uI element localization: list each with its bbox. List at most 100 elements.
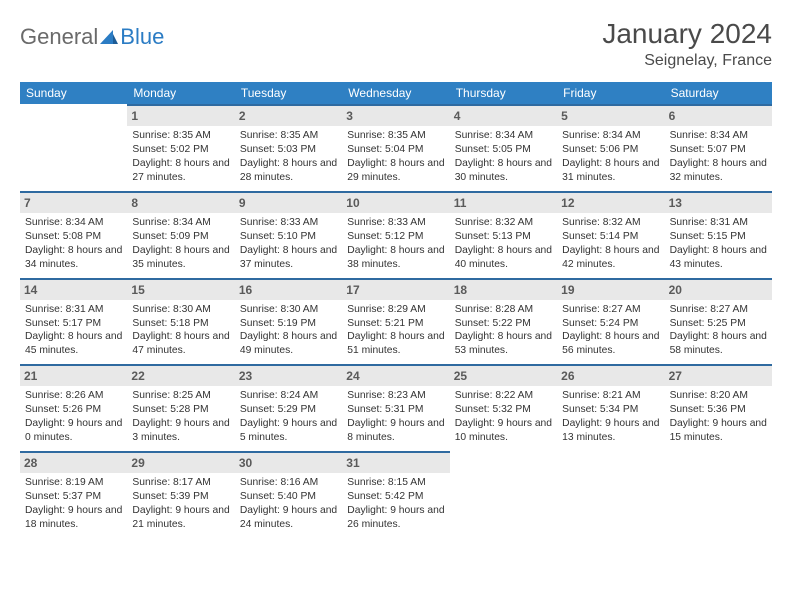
day-header: Saturday (665, 82, 772, 104)
day-info: Sunrise: 8:34 AMSunset: 5:09 PMDaylight:… (132, 216, 229, 272)
day-number: 30 (235, 452, 342, 473)
day-header: Thursday (450, 82, 557, 104)
day-info: Sunrise: 8:16 AMSunset: 5:40 PMDaylight:… (240, 476, 337, 532)
day-number: 21 (20, 365, 127, 386)
day-info: Sunrise: 8:15 AMSunset: 5:42 PMDaylight:… (347, 476, 444, 532)
location-text: Seignelay, France (602, 52, 772, 70)
calendar-cell: 2 Sunrise: 8:35 AMSunset: 5:03 PMDaylight… (235, 104, 342, 191)
day-number: 4 (450, 105, 557, 126)
day-info: Sunrise: 8:34 AMSunset: 5:06 PMDaylight:… (562, 129, 659, 185)
day-number: 15 (127, 279, 234, 300)
day-info: Sunrise: 8:34 AMSunset: 5:05 PMDaylight:… (455, 129, 552, 185)
day-info: Sunrise: 8:26 AMSunset: 5:26 PMDaylight:… (25, 389, 122, 445)
day-number: 8 (127, 192, 234, 213)
day-info: Sunrise: 8:33 AMSunset: 5:12 PMDaylight:… (347, 216, 444, 272)
day-number: 12 (557, 192, 664, 213)
day-info: Sunrise: 8:35 AMSunset: 5:03 PMDaylight:… (240, 129, 337, 185)
day-info: Sunrise: 8:25 AMSunset: 5:28 PMDaylight:… (132, 389, 229, 445)
day-header: Friday (557, 82, 664, 104)
calendar-cell: 26 Sunrise: 8:21 AMSunset: 5:34 PMDayligh… (557, 364, 664, 451)
calendar-cell: 30 Sunrise: 8:16 AMSunset: 5:40 PMDayligh… (235, 451, 342, 538)
day-info: Sunrise: 8:21 AMSunset: 5:34 PMDaylight:… (562, 389, 659, 445)
day-number: 18 (450, 279, 557, 300)
day-info: Sunrise: 8:27 AMSunset: 5:25 PMDaylight:… (670, 303, 767, 359)
calendar-cell: 8 Sunrise: 8:34 AMSunset: 5:09 PMDaylight… (127, 191, 234, 278)
day-number: 19 (557, 279, 664, 300)
day-number: 7 (20, 192, 127, 213)
day-number: 13 (665, 192, 772, 213)
calendar-cell: 11Sunrise: 8:32 AMSunset: 5:13 PMDayligh… (450, 191, 557, 278)
calendar-cell: 22 Sunrise: 8:25 AMSunset: 5:28 PMDayligh… (127, 364, 234, 451)
calendar-cell: 13 Sunrise: 8:31 AMSunset: 5:15 PMDayligh… (665, 191, 772, 278)
calendar-cell: 9 Sunrise: 8:33 AMSunset: 5:10 PMDaylight… (235, 191, 342, 278)
day-number: 6 (665, 105, 772, 126)
day-info: Sunrise: 8:23 AMSunset: 5:31 PMDaylight:… (347, 389, 444, 445)
calendar-cell: 10 Sunrise: 8:33 AMSunset: 5:12 PMDayligh… (342, 191, 449, 278)
day-header: Tuesday (235, 82, 342, 104)
day-number: 3 (342, 105, 449, 126)
calendar-cell: 16 Sunrise: 8:30 AMSunset: 5:19 PMDayligh… (235, 278, 342, 365)
day-number: 1 (127, 105, 234, 126)
title-block: January 2024 Seignelay, France (602, 18, 772, 70)
day-header: Sunday (20, 82, 127, 104)
calendar-cell: 17Sunrise: 8:29 AMSunset: 5:21 PMDayligh… (342, 278, 449, 365)
day-info: Sunrise: 8:22 AMSunset: 5:32 PMDaylight:… (455, 389, 552, 445)
day-info: Sunrise: 8:30 AMSunset: 5:18 PMDaylight:… (132, 303, 229, 359)
calendar-cell: 18 Sunrise: 8:28 AMSunset: 5:22 PMDayligh… (450, 278, 557, 365)
day-info: Sunrise: 8:31 AMSunset: 5:17 PMDaylight:… (25, 303, 122, 359)
day-info: Sunrise: 8:35 AMSunset: 5:02 PMDaylight:… (132, 129, 229, 185)
day-header: Monday (127, 82, 234, 104)
day-info: Sunrise: 8:33 AMSunset: 5:10 PMDaylight:… (240, 216, 337, 272)
day-number: 20 (665, 279, 772, 300)
day-info: Sunrise: 8:27 AMSunset: 5:24 PMDaylight:… (562, 303, 659, 359)
day-number: 27 (665, 365, 772, 386)
calendar-cell (665, 451, 772, 538)
day-number: 16 (235, 279, 342, 300)
calendar-cell: 24 Sunrise: 8:23 AMSunset: 5:31 PMDayligh… (342, 364, 449, 451)
brand-triangle-icon (100, 30, 118, 44)
header: General Blue January 2024 Seignelay, Fra… (20, 18, 772, 70)
day-info: Sunrise: 8:35 AMSunset: 5:04 PMDaylight:… (347, 129, 444, 185)
day-number: 9 (235, 192, 342, 213)
day-info: Sunrise: 8:24 AMSunset: 5:29 PMDaylight:… (240, 389, 337, 445)
day-number: 26 (557, 365, 664, 386)
day-info: Sunrise: 8:34 AMSunset: 5:08 PMDaylight:… (25, 216, 122, 272)
day-number: 11 (450, 192, 557, 213)
calendar-cell: 27Sunrise: 8:20 AMSunset: 5:36 PMDayligh… (665, 364, 772, 451)
day-info: Sunrise: 8:28 AMSunset: 5:22 PMDaylight:… (455, 303, 552, 359)
day-number: 29 (127, 452, 234, 473)
calendar-cell (557, 451, 664, 538)
day-number: 23 (235, 365, 342, 386)
calendar-cell: 19 Sunrise: 8:27 AMSunset: 5:24 PMDayligh… (557, 278, 664, 365)
day-info: Sunrise: 8:17 AMSunset: 5:39 PMDaylight:… (132, 476, 229, 532)
day-number: 14 (20, 279, 127, 300)
day-number: 28 (20, 452, 127, 473)
brand-part1: General (20, 24, 98, 50)
day-number: 5 (557, 105, 664, 126)
calendar-cell: 15 Sunrise: 8:30 AMSunset: 5:18 PMDayligh… (127, 278, 234, 365)
day-info: Sunrise: 8:31 AMSunset: 5:15 PMDaylight:… (670, 216, 767, 272)
day-info: Sunrise: 8:19 AMSunset: 5:37 PMDaylight:… (25, 476, 122, 532)
day-number: 25 (450, 365, 557, 386)
calendar-cell: 29 Sunrise: 8:17 AMSunset: 5:39 PMDayligh… (127, 451, 234, 538)
calendar-cell: 6 Sunrise: 8:34 AMSunset: 5:07 PMDaylight… (665, 104, 772, 191)
brand-part2: Blue (120, 24, 164, 50)
calendar-cell: 7 Sunrise: 8:34 AMSunset: 5:08 PMDaylight… (20, 191, 127, 278)
calendar-cell: 23 Sunrise: 8:24 AMSunset: 5:29 PMDayligh… (235, 364, 342, 451)
day-number: 22 (127, 365, 234, 386)
day-header: Wednesday (342, 82, 449, 104)
calendar-cell: 4 Sunrise: 8:34 AMSunset: 5:05 PMDaylight… (450, 104, 557, 191)
calendar-cell: 21 Sunrise: 8:26 AMSunset: 5:26 PMDayligh… (20, 364, 127, 451)
month-title: January 2024 (602, 18, 772, 50)
calendar-cell: 12Sunrise: 8:32 AMSunset: 5:14 PMDayligh… (557, 191, 664, 278)
day-number: 2 (235, 105, 342, 126)
day-number: 31 (342, 452, 449, 473)
day-number: 10 (342, 192, 449, 213)
day-number: 24 (342, 365, 449, 386)
day-info: Sunrise: 8:30 AMSunset: 5:19 PMDaylight:… (240, 303, 337, 359)
calendar-cell: 25 Sunrise: 8:22 AMSunset: 5:32 PMDayligh… (450, 364, 557, 451)
calendar-cell (20, 104, 127, 191)
calendar-cell: 28 Sunrise: 8:19 AMSunset: 5:37 PMDayligh… (20, 451, 127, 538)
day-number: 17 (342, 279, 449, 300)
day-info: Sunrise: 8:34 AMSunset: 5:07 PMDaylight:… (670, 129, 767, 185)
